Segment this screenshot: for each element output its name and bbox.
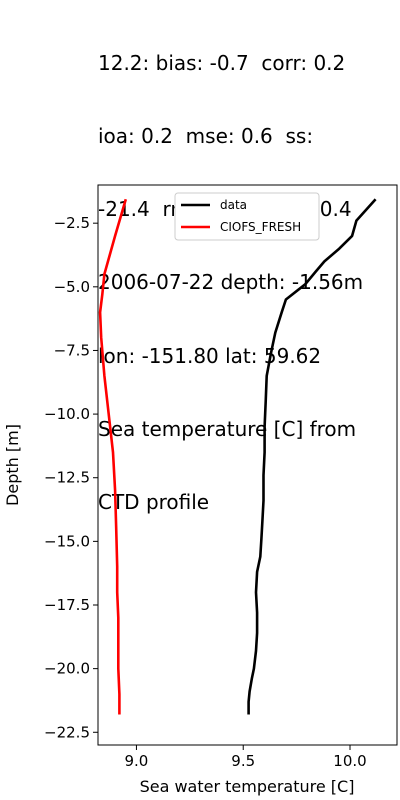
series-line <box>247 198 377 715</box>
y-tick-label: −5.0 <box>54 278 90 296</box>
title-line: 12.2: bias: -0.7 corr: 0.2 <box>98 50 346 75</box>
x-axis-label: Sea water temperature [C] <box>140 777 355 796</box>
legend: data CIOFS_FRESH <box>174 192 320 241</box>
y-tick-label: −10.0 <box>44 405 90 423</box>
x-axis: 9.0 9.5 10.0 <box>125 745 367 770</box>
title-line: 2006-07-22 depth: -1.56m <box>98 270 364 295</box>
y-tick-label: −12.5 <box>44 469 90 487</box>
y-tick-label: −15.0 <box>44 532 90 550</box>
title-line: ioa: 0.2 mse: 0.6 ss: <box>98 124 314 149</box>
y-tick-label: −20.0 <box>44 660 90 678</box>
y-tick-label: −7.5 <box>54 341 90 359</box>
title-line: CTD profile <box>98 490 210 515</box>
y-tick-label: −2.5 <box>54 214 90 232</box>
y-tick-label: −17.5 <box>44 596 90 614</box>
series-layer <box>98 198 377 715</box>
title-line: Sea temperature [C] from <box>98 416 357 441</box>
x-tick-label: 9.0 <box>125 752 149 770</box>
y-axis-label: Depth [m] <box>3 424 22 506</box>
plot-frame <box>97 184 398 746</box>
x-tick-label: 10.0 <box>333 752 366 770</box>
legend-box <box>174 192 320 241</box>
x-tick-label: 9.5 <box>231 752 255 770</box>
series-line <box>98 198 128 715</box>
legend-label: data <box>220 198 247 212</box>
legend-label: CIOFS_FRESH <box>220 220 301 234</box>
y-tick-label: −22.5 <box>44 723 90 741</box>
y-axis: −2.5 −5.0 −7.5 −10.0 −12.5 −15.0 −17.5 −20.0 −22… <box>44 214 98 741</box>
